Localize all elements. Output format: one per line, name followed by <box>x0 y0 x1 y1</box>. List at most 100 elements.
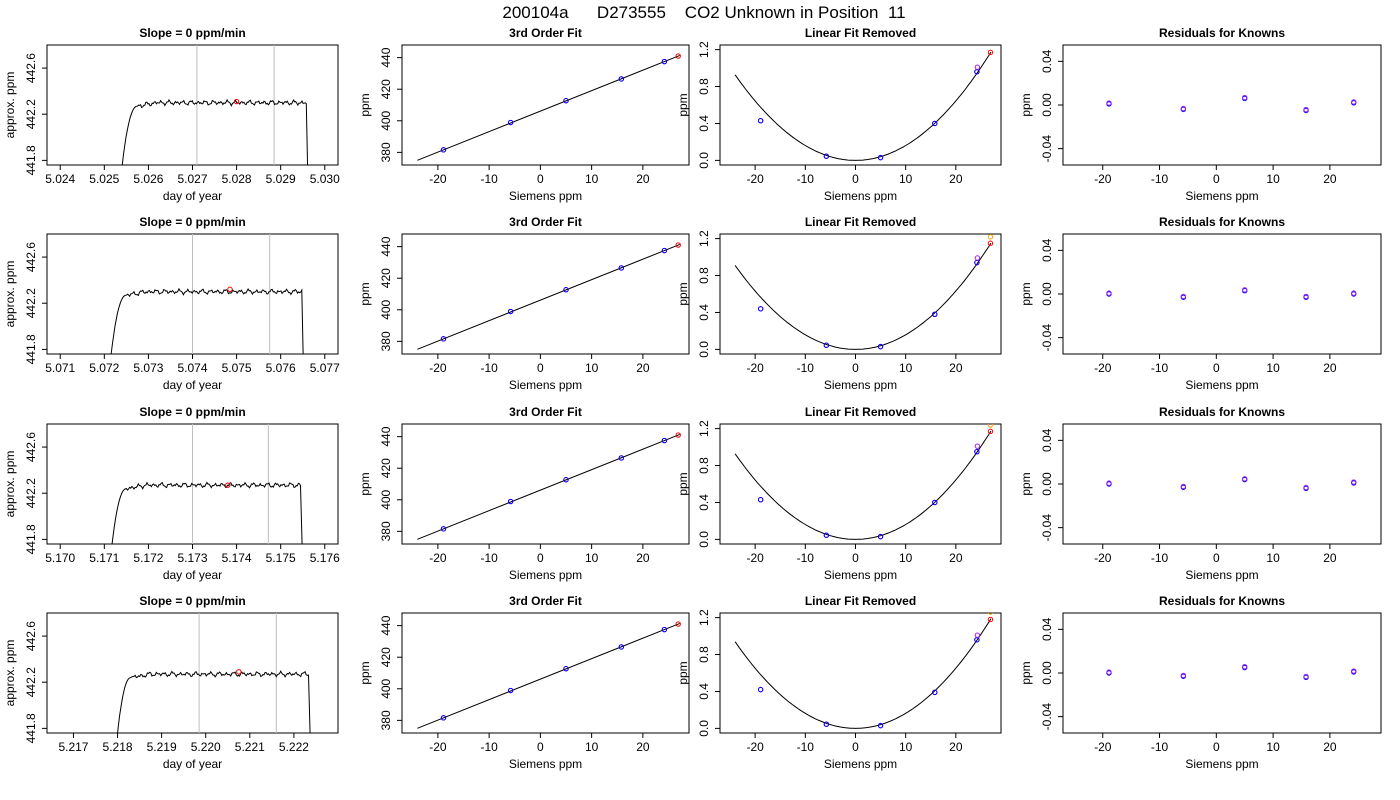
y-axis-label: ppm <box>1019 282 1033 305</box>
y-tick-label: 440 <box>379 426 393 446</box>
y-tick-label: 441.8 <box>24 524 38 554</box>
x-tick-label: 10 <box>1266 551 1280 565</box>
x-tick-label: -10 <box>797 172 815 186</box>
x-tick-label: 5.074 <box>177 361 207 375</box>
y-tick-label: 0.8 <box>697 267 711 284</box>
panel-title: 3rd Order Fit <box>509 26 582 40</box>
x-tick-label: -20 <box>429 361 447 375</box>
x-tick-label: 5.026 <box>133 172 163 186</box>
y-tick-label: 1.2 <box>697 41 711 58</box>
y-tick-label: 420 <box>379 79 393 99</box>
panel-r4-c4: Residuals for Knowns Siemens ppm ppm -20 -10… <box>1019 594 1382 771</box>
known-standard-point <box>661 58 668 65</box>
x-tick-label: 0 <box>537 361 544 375</box>
y-tick-label: 441.8 <box>24 713 38 743</box>
analyzer-trace <box>117 670 311 733</box>
y-axis-label: approx. ppm <box>3 261 17 328</box>
plot-area <box>110 234 304 354</box>
x-axis-label: Siemens ppm <box>824 568 897 582</box>
x-tick-label: 10 <box>1266 172 1280 186</box>
x-tick-label: -10 <box>797 551 815 565</box>
panel-r1-c4: Residuals for Knowns Siemens ppm ppm -20 -10… <box>1019 26 1382 203</box>
x-tick-label: -20 <box>746 172 764 186</box>
known-standard-point <box>823 721 830 727</box>
y-tick-label: 1.2 <box>697 230 711 247</box>
y-tick-label: 1.2 <box>697 420 711 437</box>
y-axis-label: approx. ppm <box>3 72 17 139</box>
unknown-sample-point <box>987 49 994 56</box>
x-tick-label: -20 <box>429 172 447 186</box>
residual-point <box>1303 673 1309 680</box>
y-tick-label: 0.8 <box>697 646 711 663</box>
x-tick-label: 10 <box>899 551 913 565</box>
panel-title: 3rd Order Fit <box>509 594 582 608</box>
y-tick-label: 0.0 <box>697 152 711 169</box>
x-tick-label: 5.219 <box>147 740 177 754</box>
y-tick-label: 0.4 <box>697 115 711 132</box>
plot-area <box>117 613 311 733</box>
panel-title: Residuals for Knowns <box>1159 215 1285 229</box>
plot-frame <box>401 612 690 734</box>
residual-point <box>1351 99 1357 105</box>
x-tick-label: 20 <box>636 551 650 565</box>
known-standard-point <box>932 689 938 696</box>
x-tick-label: 20 <box>949 361 963 375</box>
y-tick-label: 420 <box>379 647 393 667</box>
y-axis-label: ppm <box>358 93 372 116</box>
x-axis-label: Siemens ppm <box>1185 568 1258 582</box>
x-tick-label: 5.072 <box>89 361 119 375</box>
panel-title: Slope = 0 ppm/min <box>139 215 245 229</box>
y-axis-label: ppm <box>358 472 372 495</box>
x-tick-label: 10 <box>1266 740 1280 754</box>
x-axis-label: Siemens ppm <box>824 189 897 203</box>
plot-frame <box>719 233 1002 355</box>
x-tick-label: -20 <box>429 740 447 754</box>
extrapolated-point <box>988 40 992 44</box>
known-standard-point <box>618 644 625 650</box>
x-tick-label: 10 <box>1266 361 1280 375</box>
x-tick-label: 5.174 <box>222 551 252 565</box>
plot-area <box>734 424 994 540</box>
x-tick-label: 0 <box>537 740 544 754</box>
x-tick-label: -20 <box>746 361 764 375</box>
y-axis-label: approx. ppm <box>3 640 17 707</box>
fit-line <box>417 54 680 161</box>
y-tick-label: 0.0 <box>697 720 711 737</box>
y-tick-label: 440 <box>379 615 393 635</box>
plot-frame <box>401 423 690 545</box>
known-standard-point <box>618 76 625 82</box>
panel-r3-c4: Residuals for Knowns Siemens ppm ppm -20 -10… <box>1019 405 1382 582</box>
x-tick-label: 0 <box>537 551 544 565</box>
x-tick-label: 5.024 <box>45 172 75 186</box>
plot-area <box>734 40 994 161</box>
plot-area <box>417 432 681 540</box>
residual-point <box>1180 293 1187 300</box>
known-standard-point <box>932 311 938 318</box>
y-tick-label: 380 <box>379 710 393 730</box>
y-tick-label: 0.4 <box>697 494 711 511</box>
y-tick-label: 442.2 <box>24 288 38 318</box>
panel-r3-c3: Linear Fit Removed Siemens ppm ppm -20 -10 0 1… <box>676 405 1002 582</box>
y-tick-label: 0.4 <box>697 683 711 700</box>
x-axis-label: Siemens ppm <box>509 568 582 582</box>
x-tick-label: 20 <box>636 361 650 375</box>
plot-frame <box>46 612 339 734</box>
x-tick-label: 10 <box>585 740 599 754</box>
x-tick-label: 0 <box>852 172 859 186</box>
y-tick-label: -0.04 <box>1040 703 1054 731</box>
known-standard-point <box>618 265 625 271</box>
x-tick-label: -20 <box>429 551 447 565</box>
y-axis-label: ppm <box>676 661 690 684</box>
panel-title: Linear Fit Removed <box>805 405 916 419</box>
y-tick-label: 442.2 <box>24 478 38 508</box>
x-tick-label: -10 <box>1151 740 1169 754</box>
known-standard-point-alt <box>974 64 981 70</box>
y-tick-label: 400 <box>379 678 393 698</box>
analyzer-trace <box>110 287 304 354</box>
known-standard-point <box>974 448 980 455</box>
y-axis-label: ppm <box>358 661 372 684</box>
x-tick-label: 5.075 <box>222 361 252 375</box>
y-tick-label: 400 <box>379 299 393 319</box>
panel-r2-c1: Slope = 0 ppm/min day of year approx. ppm 5… <box>3 215 340 392</box>
panel-r1-c3: Linear Fit Removed Siemens ppm ppm -20 -10 0 1… <box>676 26 1002 203</box>
